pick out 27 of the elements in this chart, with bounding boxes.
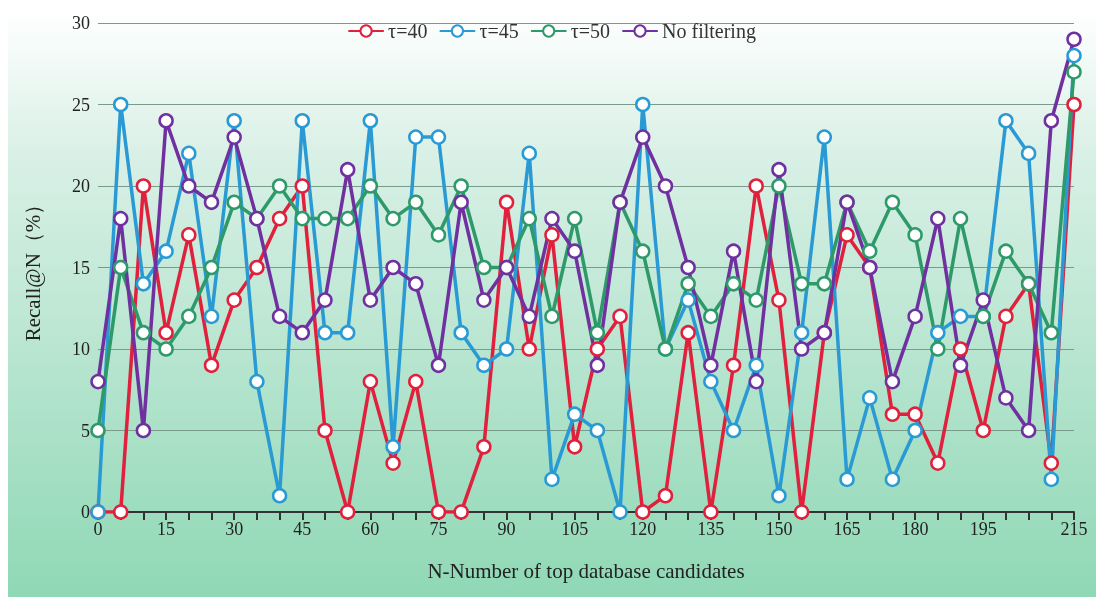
x-tick-label: 105 [561, 519, 589, 539]
x-tick-label: 180 [901, 519, 929, 539]
x-tick-label: 165 [833, 519, 861, 539]
x-tick-label: 45 [293, 519, 312, 539]
x-tick-label: 135 [697, 519, 725, 539]
x-tick-label: 120 [629, 519, 657, 539]
y-axis-title: Recall@N（%） [20, 193, 45, 342]
x-tick-label: 30 [225, 519, 244, 539]
y-tick-label: 5 [81, 420, 90, 441]
x-tick-label: 195 [969, 519, 997, 539]
x-tick-label: 90 [497, 519, 516, 539]
x-axis-title: N-Number of top database candidates [427, 558, 745, 583]
y-tick-label: 20 [72, 176, 90, 196]
x-tick-label: 215 [1060, 519, 1088, 539]
legend-label: τ=50 [570, 20, 611, 42]
x-tick-label: 15 [157, 519, 176, 539]
y-tick-label: 25 [72, 94, 90, 115]
legend-label: τ=45 [479, 20, 519, 42]
legend-label: No filtering [662, 20, 756, 43]
x-tick-label: 75 [429, 519, 448, 539]
x-tick-label: 60 [361, 519, 380, 539]
y-tick-label: 10 [72, 339, 90, 359]
legend-label: τ=40 [388, 20, 428, 42]
y-tick-label: 30 [72, 13, 90, 33]
y-tick-label: 15 [72, 257, 90, 278]
x-tick-label: 150 [765, 519, 793, 539]
y-tick-label: 0 [81, 502, 90, 522]
